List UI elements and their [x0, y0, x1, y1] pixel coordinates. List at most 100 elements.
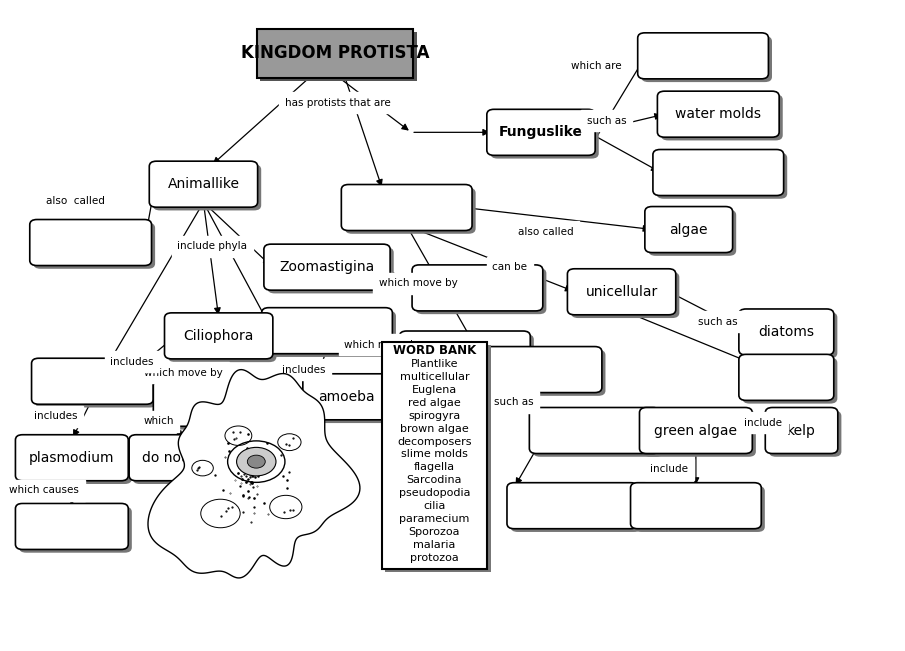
FancyBboxPatch shape [533, 411, 663, 457]
FancyBboxPatch shape [567, 269, 676, 315]
FancyBboxPatch shape [168, 316, 276, 362]
FancyBboxPatch shape [571, 272, 680, 318]
FancyBboxPatch shape [415, 268, 547, 314]
FancyBboxPatch shape [265, 311, 396, 357]
Text: such as: such as [586, 116, 626, 126]
FancyBboxPatch shape [32, 358, 153, 404]
FancyBboxPatch shape [386, 345, 491, 572]
FancyBboxPatch shape [382, 342, 487, 568]
Text: which are: which are [571, 61, 622, 71]
Text: kelp: kelp [787, 424, 816, 437]
Text: include phyla: include phyla [177, 242, 247, 251]
FancyBboxPatch shape [507, 482, 638, 529]
Text: includes: includes [34, 411, 78, 421]
FancyBboxPatch shape [649, 210, 736, 256]
Text: flagella: flagella [414, 462, 455, 473]
FancyBboxPatch shape [640, 408, 752, 454]
Text: which causes: which causes [9, 485, 79, 495]
FancyBboxPatch shape [634, 486, 765, 532]
Text: include: include [650, 464, 688, 475]
FancyBboxPatch shape [303, 374, 391, 420]
FancyBboxPatch shape [487, 109, 595, 156]
FancyBboxPatch shape [165, 313, 272, 359]
FancyBboxPatch shape [742, 357, 837, 404]
Text: which: which [143, 417, 174, 426]
Text: spirogyra: spirogyra [408, 411, 461, 421]
FancyBboxPatch shape [261, 32, 417, 81]
FancyBboxPatch shape [472, 346, 602, 393]
FancyBboxPatch shape [153, 380, 284, 426]
FancyBboxPatch shape [149, 161, 258, 207]
Text: plasmodium: plasmodium [29, 450, 115, 465]
FancyBboxPatch shape [738, 309, 834, 355]
FancyBboxPatch shape [742, 312, 837, 358]
Text: slime molds: slime molds [401, 449, 468, 460]
Text: include: include [744, 418, 782, 428]
FancyBboxPatch shape [475, 350, 605, 396]
FancyBboxPatch shape [656, 153, 787, 199]
FancyBboxPatch shape [153, 165, 262, 210]
Text: brown algae: brown algae [400, 424, 469, 434]
Text: can be: can be [492, 262, 527, 272]
Circle shape [236, 447, 276, 476]
FancyBboxPatch shape [15, 503, 129, 549]
Text: which move by: which move by [145, 368, 224, 378]
Text: Animallike: Animallike [167, 177, 240, 191]
FancyBboxPatch shape [661, 94, 783, 141]
Text: which move by: which move by [344, 340, 423, 350]
FancyBboxPatch shape [529, 408, 660, 454]
FancyBboxPatch shape [19, 438, 132, 484]
FancyBboxPatch shape [491, 113, 599, 159]
Text: Ciliophora: Ciliophora [184, 329, 254, 343]
FancyBboxPatch shape [657, 91, 779, 137]
Text: protozoa: protozoa [410, 553, 459, 563]
FancyBboxPatch shape [766, 408, 838, 454]
Text: unicellular: unicellular [586, 284, 658, 299]
FancyBboxPatch shape [341, 184, 472, 230]
Text: Plantlike: Plantlike [411, 359, 458, 368]
Text: Funguslike: Funguslike [499, 126, 583, 139]
FancyBboxPatch shape [412, 265, 543, 311]
Text: amoeba: amoeba [319, 390, 375, 404]
FancyBboxPatch shape [645, 206, 733, 253]
Text: green algae: green algae [654, 424, 738, 437]
FancyBboxPatch shape [268, 247, 394, 294]
Text: includes: includes [282, 365, 326, 374]
FancyBboxPatch shape [157, 383, 288, 430]
Text: decomposers: decomposers [397, 437, 472, 447]
Text: includes: includes [110, 357, 154, 367]
Text: such as: such as [699, 316, 738, 327]
FancyBboxPatch shape [638, 33, 768, 79]
Text: do not move: do not move [142, 450, 229, 465]
Text: Euglena: Euglena [412, 385, 457, 395]
Text: paramecium: paramecium [399, 514, 470, 524]
FancyBboxPatch shape [769, 411, 842, 457]
Text: diatoms: diatoms [758, 325, 814, 339]
Text: pseudopodia: pseudopodia [399, 488, 471, 499]
FancyBboxPatch shape [307, 377, 395, 423]
FancyBboxPatch shape [653, 150, 784, 195]
FancyBboxPatch shape [129, 435, 242, 480]
FancyBboxPatch shape [30, 219, 151, 266]
FancyBboxPatch shape [262, 308, 393, 353]
FancyBboxPatch shape [264, 244, 390, 290]
FancyBboxPatch shape [257, 29, 414, 77]
Text: multicellular: multicellular [400, 372, 470, 381]
Polygon shape [148, 370, 360, 578]
FancyBboxPatch shape [510, 486, 642, 532]
FancyBboxPatch shape [35, 361, 157, 408]
FancyBboxPatch shape [403, 334, 534, 380]
Text: red algae: red algae [408, 398, 461, 408]
Text: water molds: water molds [675, 107, 761, 121]
Text: algae: algae [670, 223, 708, 236]
Text: malaria: malaria [414, 540, 455, 550]
Text: Sarcodina: Sarcodina [406, 475, 462, 486]
FancyBboxPatch shape [33, 223, 155, 269]
FancyBboxPatch shape [19, 506, 132, 553]
Text: KINGDOM PROTISTA: KINGDOM PROTISTA [241, 44, 429, 62]
Text: such as: such as [494, 397, 534, 407]
FancyBboxPatch shape [15, 435, 129, 480]
Text: Sporozoa: Sporozoa [409, 527, 461, 537]
FancyBboxPatch shape [738, 354, 834, 400]
FancyBboxPatch shape [643, 411, 756, 457]
